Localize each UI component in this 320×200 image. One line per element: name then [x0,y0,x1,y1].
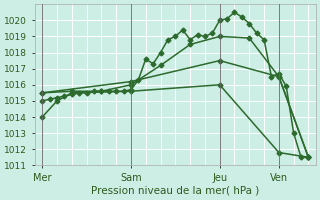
X-axis label: Pression niveau de la mer( hPa ): Pression niveau de la mer( hPa ) [91,186,260,196]
